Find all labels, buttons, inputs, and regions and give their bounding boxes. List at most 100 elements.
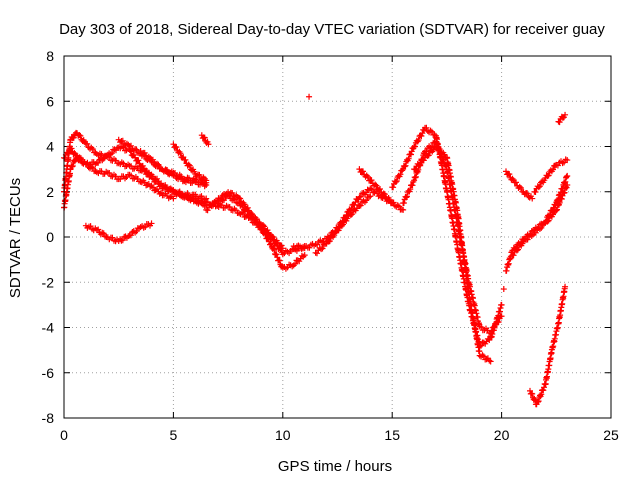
- data-point-run: [356, 194, 372, 209]
- series-track-h: [82, 220, 155, 245]
- chart-title: Day 303 of 2018, Sidereal Day-to-day VTE…: [59, 21, 605, 38]
- data-point: [564, 181, 571, 188]
- data-point: [367, 193, 374, 200]
- data-point: [400, 206, 407, 213]
- series-track-c: [61, 152, 177, 211]
- y-tick-label: -6: [42, 365, 55, 381]
- series-track-m: [312, 193, 374, 257]
- data-point-run: [411, 126, 428, 150]
- data-point-run: [356, 186, 372, 201]
- data-point-run: [93, 168, 110, 177]
- series-track-u: [503, 168, 536, 202]
- series-track-x: [555, 111, 569, 126]
- x-tick-label: 0: [60, 427, 68, 443]
- data-point-run: [400, 178, 417, 207]
- x-tick-label: 20: [494, 427, 510, 443]
- data-point: [203, 177, 210, 184]
- data-point-run: [334, 215, 351, 234]
- data-point-run: [126, 225, 143, 239]
- series-track-o: [306, 93, 313, 100]
- data-point-run: [465, 289, 483, 355]
- data-point-run: [454, 246, 472, 305]
- data-point-run: [542, 162, 559, 181]
- data-point-run: [159, 190, 175, 202]
- data-point-run: [503, 249, 515, 274]
- x-axis-label: GPS time / hours: [278, 458, 392, 475]
- data-point-run: [533, 381, 548, 408]
- data-point: [500, 286, 507, 293]
- data-point-run: [170, 188, 186, 200]
- data-point-run: [137, 177, 154, 190]
- x-tick-label: 25: [603, 427, 619, 443]
- data-point-run: [74, 130, 88, 146]
- data-point-run: [268, 233, 285, 250]
- data-point-run: [422, 124, 438, 138]
- data-point-run: [159, 184, 175, 195]
- y-tick-label: 0: [46, 229, 54, 245]
- y-tick-label: 8: [46, 48, 54, 64]
- y-tick-label: -2: [42, 274, 55, 290]
- data-point-run: [443, 154, 461, 218]
- data-point-run: [82, 140, 99, 156]
- y-tick-label: 6: [46, 93, 54, 109]
- data-point-run: [531, 177, 548, 195]
- y-axis-label: SDTVAR / TECUs: [7, 178, 24, 298]
- data-point-run: [198, 132, 211, 146]
- data-point: [562, 111, 569, 118]
- data-point-run: [115, 159, 132, 170]
- data-point-run: [290, 242, 307, 252]
- data-point: [205, 141, 212, 148]
- x-tick-label: 5: [170, 427, 178, 443]
- series-track-n: [356, 166, 407, 213]
- data-point-run: [503, 168, 517, 184]
- data-point-run: [323, 228, 340, 247]
- data-point: [148, 220, 155, 227]
- data-points: [61, 93, 571, 408]
- y-tick-label: 4: [46, 139, 54, 155]
- data-point-run: [82, 222, 99, 234]
- data-point-run: [389, 167, 406, 191]
- y-tick-label: -4: [42, 320, 55, 336]
- plot-border: [63, 55, 612, 419]
- data-point: [487, 358, 494, 365]
- data-point-run: [454, 212, 472, 295]
- data-point-run: [82, 161, 99, 175]
- data-point-run: [378, 189, 394, 207]
- data-point-run: [181, 177, 197, 186]
- data-point-run: [520, 231, 537, 245]
- data-point-run: [192, 178, 208, 190]
- series-track-t: [509, 181, 571, 259]
- data-point-run: [115, 136, 132, 149]
- data-point-run: [553, 156, 569, 169]
- data-point-run: [555, 113, 567, 126]
- data-point: [279, 245, 286, 252]
- data-point-run: [115, 233, 132, 244]
- series-track-w: [527, 283, 569, 408]
- data-point-run: [170, 141, 187, 161]
- x-tick-label: 15: [384, 427, 400, 443]
- data-point-run: [192, 197, 208, 207]
- data-point: [562, 283, 569, 290]
- data-point-run: [531, 220, 547, 236]
- data-point-run: [159, 166, 175, 178]
- data-point-run: [520, 189, 534, 201]
- x-tick-label: 10: [275, 427, 291, 443]
- series-track-p: [389, 124, 505, 350]
- data-point-run: [553, 183, 570, 214]
- data-point: [564, 172, 571, 179]
- data-point-run: [247, 210, 263, 226]
- data-point-run: [279, 261, 296, 272]
- data-point: [564, 157, 571, 164]
- y-tick-label: 2: [46, 184, 54, 200]
- series-track-r: [411, 143, 494, 365]
- grid-lines: [64, 56, 611, 418]
- series-track-f: [170, 141, 210, 184]
- data-point-run: [137, 148, 154, 161]
- data-point-run: [115, 143, 132, 154]
- data-point: [306, 93, 313, 100]
- series-track-e: [137, 148, 210, 190]
- data-point-run: [268, 244, 285, 270]
- data-point-run: [148, 182, 165, 197]
- data-point-run: [126, 146, 143, 167]
- data-point-run: [443, 187, 461, 252]
